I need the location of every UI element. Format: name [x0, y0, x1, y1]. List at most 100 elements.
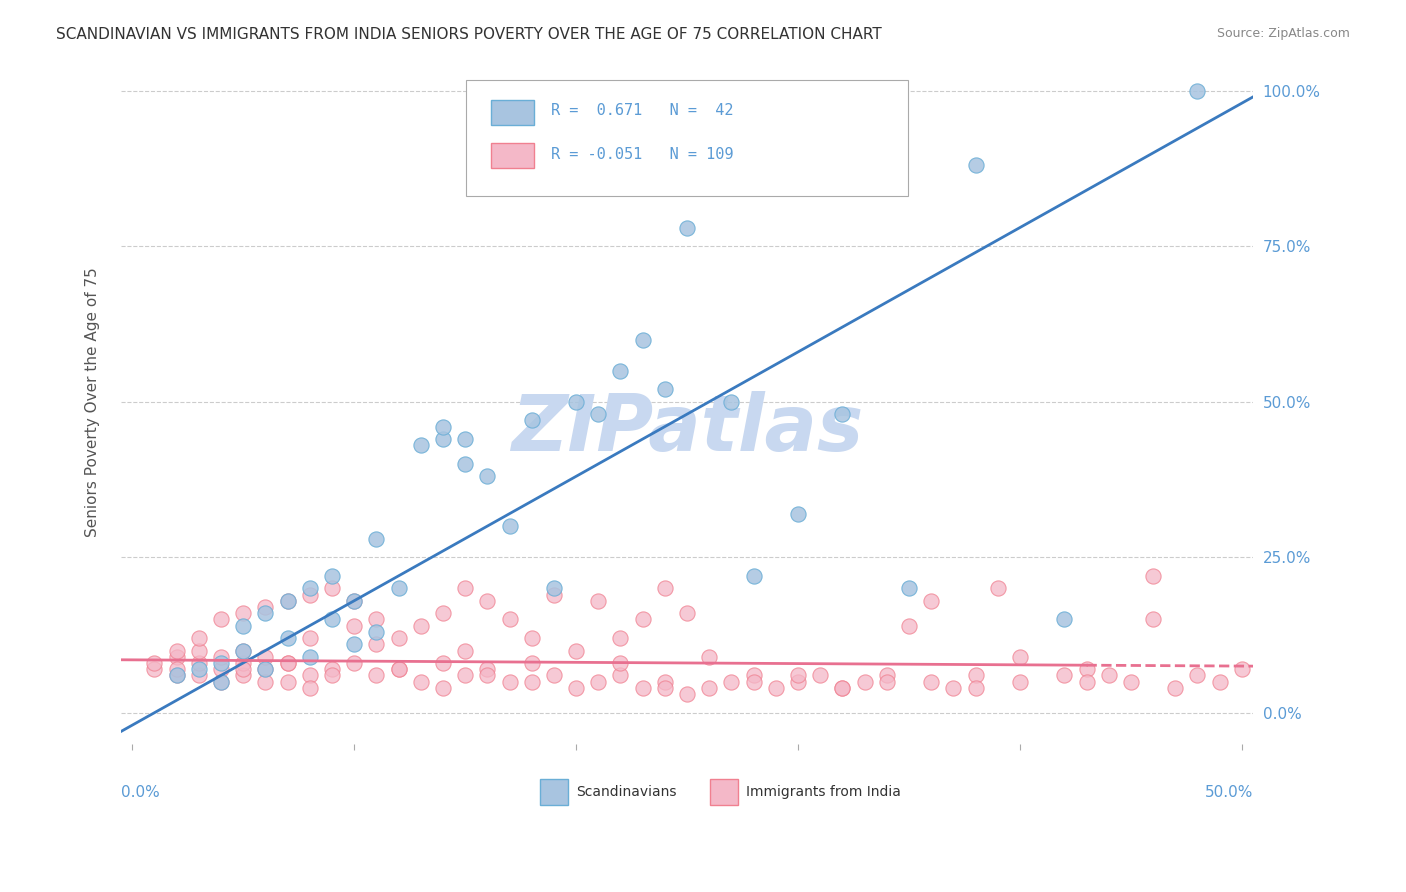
Point [654, 582, 676, 596]
Point [520, 674, 543, 689]
Point [676, 687, 699, 701]
Bar [491, 100, 534, 125]
Point [232, 618, 254, 632]
Y-axis label: Seniors Poverty Over the Age of 75: Seniors Poverty Over the Age of 75 [86, 267, 100, 537]
Point [209, 674, 232, 689]
Point [942, 681, 965, 695]
Point [1208, 674, 1230, 689]
Point [1230, 662, 1253, 676]
Point [277, 656, 299, 670]
Point [565, 643, 588, 657]
Point [166, 643, 188, 657]
Point [432, 432, 454, 446]
Point [432, 419, 454, 434]
Point [387, 662, 409, 676]
Point [232, 643, 254, 657]
Point [609, 668, 631, 682]
Point [609, 656, 631, 670]
Point [409, 438, 432, 452]
Point [876, 674, 898, 689]
Point [277, 631, 299, 645]
Point [965, 158, 987, 172]
Point [898, 618, 921, 632]
Point [298, 588, 321, 602]
Point [321, 582, 343, 596]
Point [965, 668, 987, 682]
Point [987, 582, 1010, 596]
Point [454, 582, 477, 596]
Point [1008, 674, 1031, 689]
Point [588, 593, 610, 607]
Point [366, 612, 388, 626]
Text: SCANDINAVIAN VS IMMIGRANTS FROM INDIA SENIORS POVERTY OVER THE AGE OF 75 CORRELA: SCANDINAVIAN VS IMMIGRANTS FROM INDIA SE… [56, 27, 882, 42]
Point [1119, 674, 1142, 689]
Point [631, 333, 654, 347]
Text: Immigrants from India: Immigrants from India [747, 785, 901, 799]
Point [477, 668, 499, 682]
Point [277, 593, 299, 607]
Point [477, 593, 499, 607]
Point [498, 519, 520, 533]
Point [454, 457, 477, 471]
Point [831, 681, 853, 695]
Point [454, 432, 477, 446]
Point [209, 674, 232, 689]
Point [298, 649, 321, 664]
Point [477, 662, 499, 676]
Point [676, 606, 699, 620]
Point [143, 656, 166, 670]
Point [1142, 612, 1164, 626]
Point [876, 668, 898, 682]
Point [321, 662, 343, 676]
Point [787, 674, 810, 689]
Point [209, 662, 232, 676]
Point [387, 631, 409, 645]
Point [254, 649, 277, 664]
Point [1053, 612, 1076, 626]
Text: Scandinavians: Scandinavians [576, 785, 676, 799]
Point [765, 681, 787, 695]
Point [209, 612, 232, 626]
Point [898, 582, 921, 596]
Point [543, 582, 565, 596]
Point [187, 631, 209, 645]
Point [366, 637, 388, 651]
Point [631, 612, 654, 626]
Point [920, 674, 942, 689]
Point [343, 593, 366, 607]
Point [477, 469, 499, 483]
Point [1187, 668, 1209, 682]
Point [1076, 662, 1098, 676]
Point [454, 643, 477, 657]
Point [166, 662, 188, 676]
Point [366, 532, 388, 546]
Point [187, 662, 209, 676]
Point [720, 674, 742, 689]
Point [343, 593, 366, 607]
Point [1142, 569, 1164, 583]
Bar [710, 780, 738, 805]
Point [298, 631, 321, 645]
Point [520, 631, 543, 645]
Point [654, 681, 676, 695]
Point [298, 668, 321, 682]
Point [343, 656, 366, 670]
Text: R =  0.671   N =  42: R = 0.671 N = 42 [551, 103, 734, 118]
Point [277, 674, 299, 689]
Point [254, 599, 277, 614]
Point [232, 656, 254, 670]
Point [831, 681, 853, 695]
Point [432, 606, 454, 620]
Point [1187, 84, 1209, 98]
Point [787, 507, 810, 521]
Point [232, 643, 254, 657]
Point [1053, 668, 1076, 682]
Point [697, 649, 720, 664]
Point [321, 668, 343, 682]
Point [1098, 668, 1121, 682]
Point [254, 662, 277, 676]
Point [432, 681, 454, 695]
Point [565, 394, 588, 409]
Point [742, 674, 765, 689]
Point [609, 363, 631, 377]
